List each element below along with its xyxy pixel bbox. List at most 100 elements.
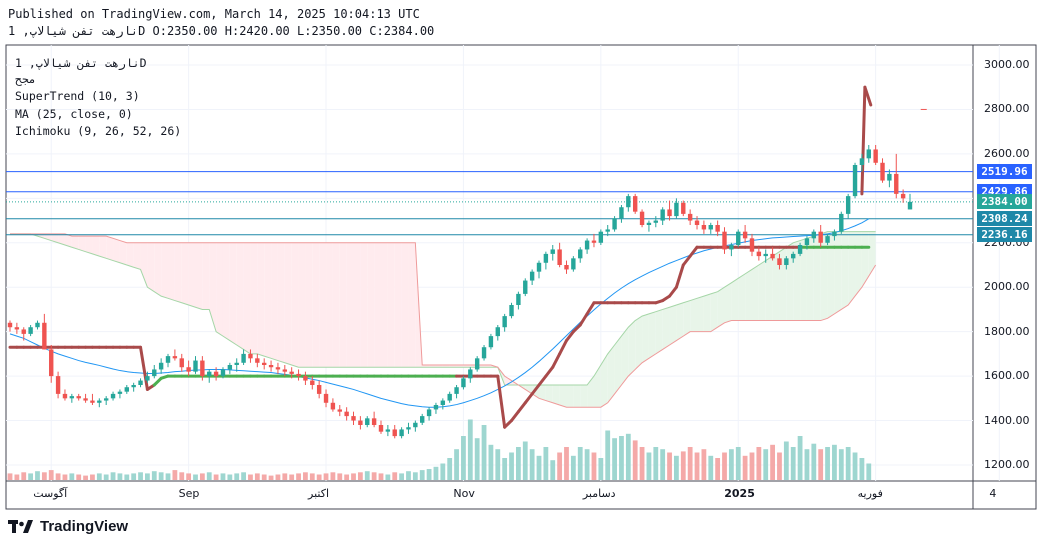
supertrend-segment xyxy=(551,352,562,369)
candle-body xyxy=(420,416,425,423)
cloud-segment xyxy=(717,287,725,328)
volume-bar xyxy=(344,474,350,480)
cloud-segment xyxy=(401,242,409,368)
volume-bar xyxy=(357,472,363,480)
legend-exchange: مجح xyxy=(15,72,36,86)
candle-body xyxy=(605,229,610,232)
cloud-segment xyxy=(573,385,581,408)
candle-body xyxy=(564,265,569,270)
cloud-segment xyxy=(607,345,615,403)
cloud-segment xyxy=(738,273,746,321)
price-axis-label: 3000.00 xyxy=(984,58,1030,71)
candle-body xyxy=(742,231,748,239)
price-axis-label: 1200.00 xyxy=(984,458,1030,471)
candle-body xyxy=(832,231,837,237)
legend-ichimoku[interactable]: Ichimoku (9, 26, 52, 26) xyxy=(15,124,182,138)
candle-body xyxy=(619,207,624,219)
price-axis-label: 2600.00 xyxy=(984,146,1030,160)
candle-body xyxy=(165,356,171,363)
volume-bar xyxy=(193,474,198,480)
volume-bar xyxy=(440,463,446,480)
candle-body xyxy=(770,253,775,259)
volume-bar xyxy=(21,472,27,480)
candle-body xyxy=(385,429,391,432)
volume-bar xyxy=(529,449,535,480)
volume-bar xyxy=(852,452,858,480)
cloud-segment xyxy=(683,300,691,337)
legend-ma[interactable]: MA (25, close, 0) xyxy=(15,107,133,121)
cloud-segment xyxy=(332,242,340,368)
cloud-segment xyxy=(140,242,148,288)
candle-body xyxy=(722,231,727,250)
volume-bar xyxy=(653,447,659,480)
candle-body xyxy=(845,196,851,214)
volume-bar xyxy=(268,475,274,480)
volume-bar xyxy=(433,466,439,480)
candle-body xyxy=(687,213,693,221)
volume-bar xyxy=(825,447,830,480)
volume-bar xyxy=(687,447,693,480)
volume-bar xyxy=(667,452,672,480)
candle-body xyxy=(330,402,336,410)
cloud-segment xyxy=(614,336,622,394)
cloud-segment xyxy=(277,242,285,363)
volume-bar xyxy=(35,471,40,480)
candle-body xyxy=(296,373,301,377)
cloud-segment xyxy=(64,233,72,248)
cloud-segment xyxy=(710,291,718,332)
cloud-segment xyxy=(587,376,594,408)
tradingview-logo-icon xyxy=(8,519,33,533)
tradingview-logo[interactable]: TradingView xyxy=(8,518,128,535)
volume-bar xyxy=(172,470,178,480)
candle-body xyxy=(536,262,542,272)
cloud-segment xyxy=(250,242,258,354)
cloud-segment xyxy=(387,242,395,368)
volume-bar xyxy=(770,444,775,480)
time-axis-label: 4 xyxy=(989,487,997,500)
volume-bar xyxy=(399,473,405,480)
volume-bar xyxy=(76,474,82,480)
candle-body xyxy=(543,253,549,263)
price-tag: 2236.16 xyxy=(977,227,1032,243)
legend-symbol[interactable]: نارهت تفن شیالاپ, 1D xyxy=(15,56,147,70)
candle-body xyxy=(900,193,906,199)
candles xyxy=(7,108,927,439)
cloud-segment xyxy=(834,231,842,314)
volume-bar xyxy=(110,472,116,480)
candle-body xyxy=(708,225,713,230)
cloud-segment xyxy=(222,242,230,341)
candle-body xyxy=(447,393,452,401)
publish-info: Published on TradingView.com, March 14, … xyxy=(8,7,420,21)
candle-body xyxy=(852,165,858,197)
candle-body xyxy=(97,400,102,403)
volume-bar xyxy=(406,471,411,480)
volume-bar xyxy=(742,455,748,480)
volume-bar xyxy=(248,474,253,480)
cloud-segment xyxy=(181,242,189,305)
candle-body xyxy=(777,258,782,265)
cloud-segment xyxy=(257,242,265,357)
cloud-segment xyxy=(662,307,670,350)
time-axis-label: دسامبر xyxy=(582,487,616,500)
volume-bar xyxy=(495,449,501,480)
cloud-segment xyxy=(44,233,52,241)
time-axis-label: Nov xyxy=(453,487,475,500)
candle-body xyxy=(584,240,590,250)
cloud-segment xyxy=(559,385,567,408)
volume-bar xyxy=(543,447,549,480)
volume-bar xyxy=(7,473,13,480)
candle-body xyxy=(145,376,150,381)
supertrend-segment xyxy=(585,301,596,316)
volume-bar xyxy=(708,455,714,480)
cloud-segment xyxy=(449,365,457,368)
cloud-segment xyxy=(113,238,120,263)
volume-bar xyxy=(777,452,782,480)
volume-bar xyxy=(289,474,295,480)
volume-bar xyxy=(41,472,47,480)
legend-supertrend[interactable]: SuperTrend (10, 3) xyxy=(15,89,140,103)
supertrend-segment xyxy=(503,419,514,429)
volume-bar xyxy=(392,472,398,480)
cloud-segment xyxy=(566,385,574,408)
volume-bar xyxy=(385,474,391,480)
